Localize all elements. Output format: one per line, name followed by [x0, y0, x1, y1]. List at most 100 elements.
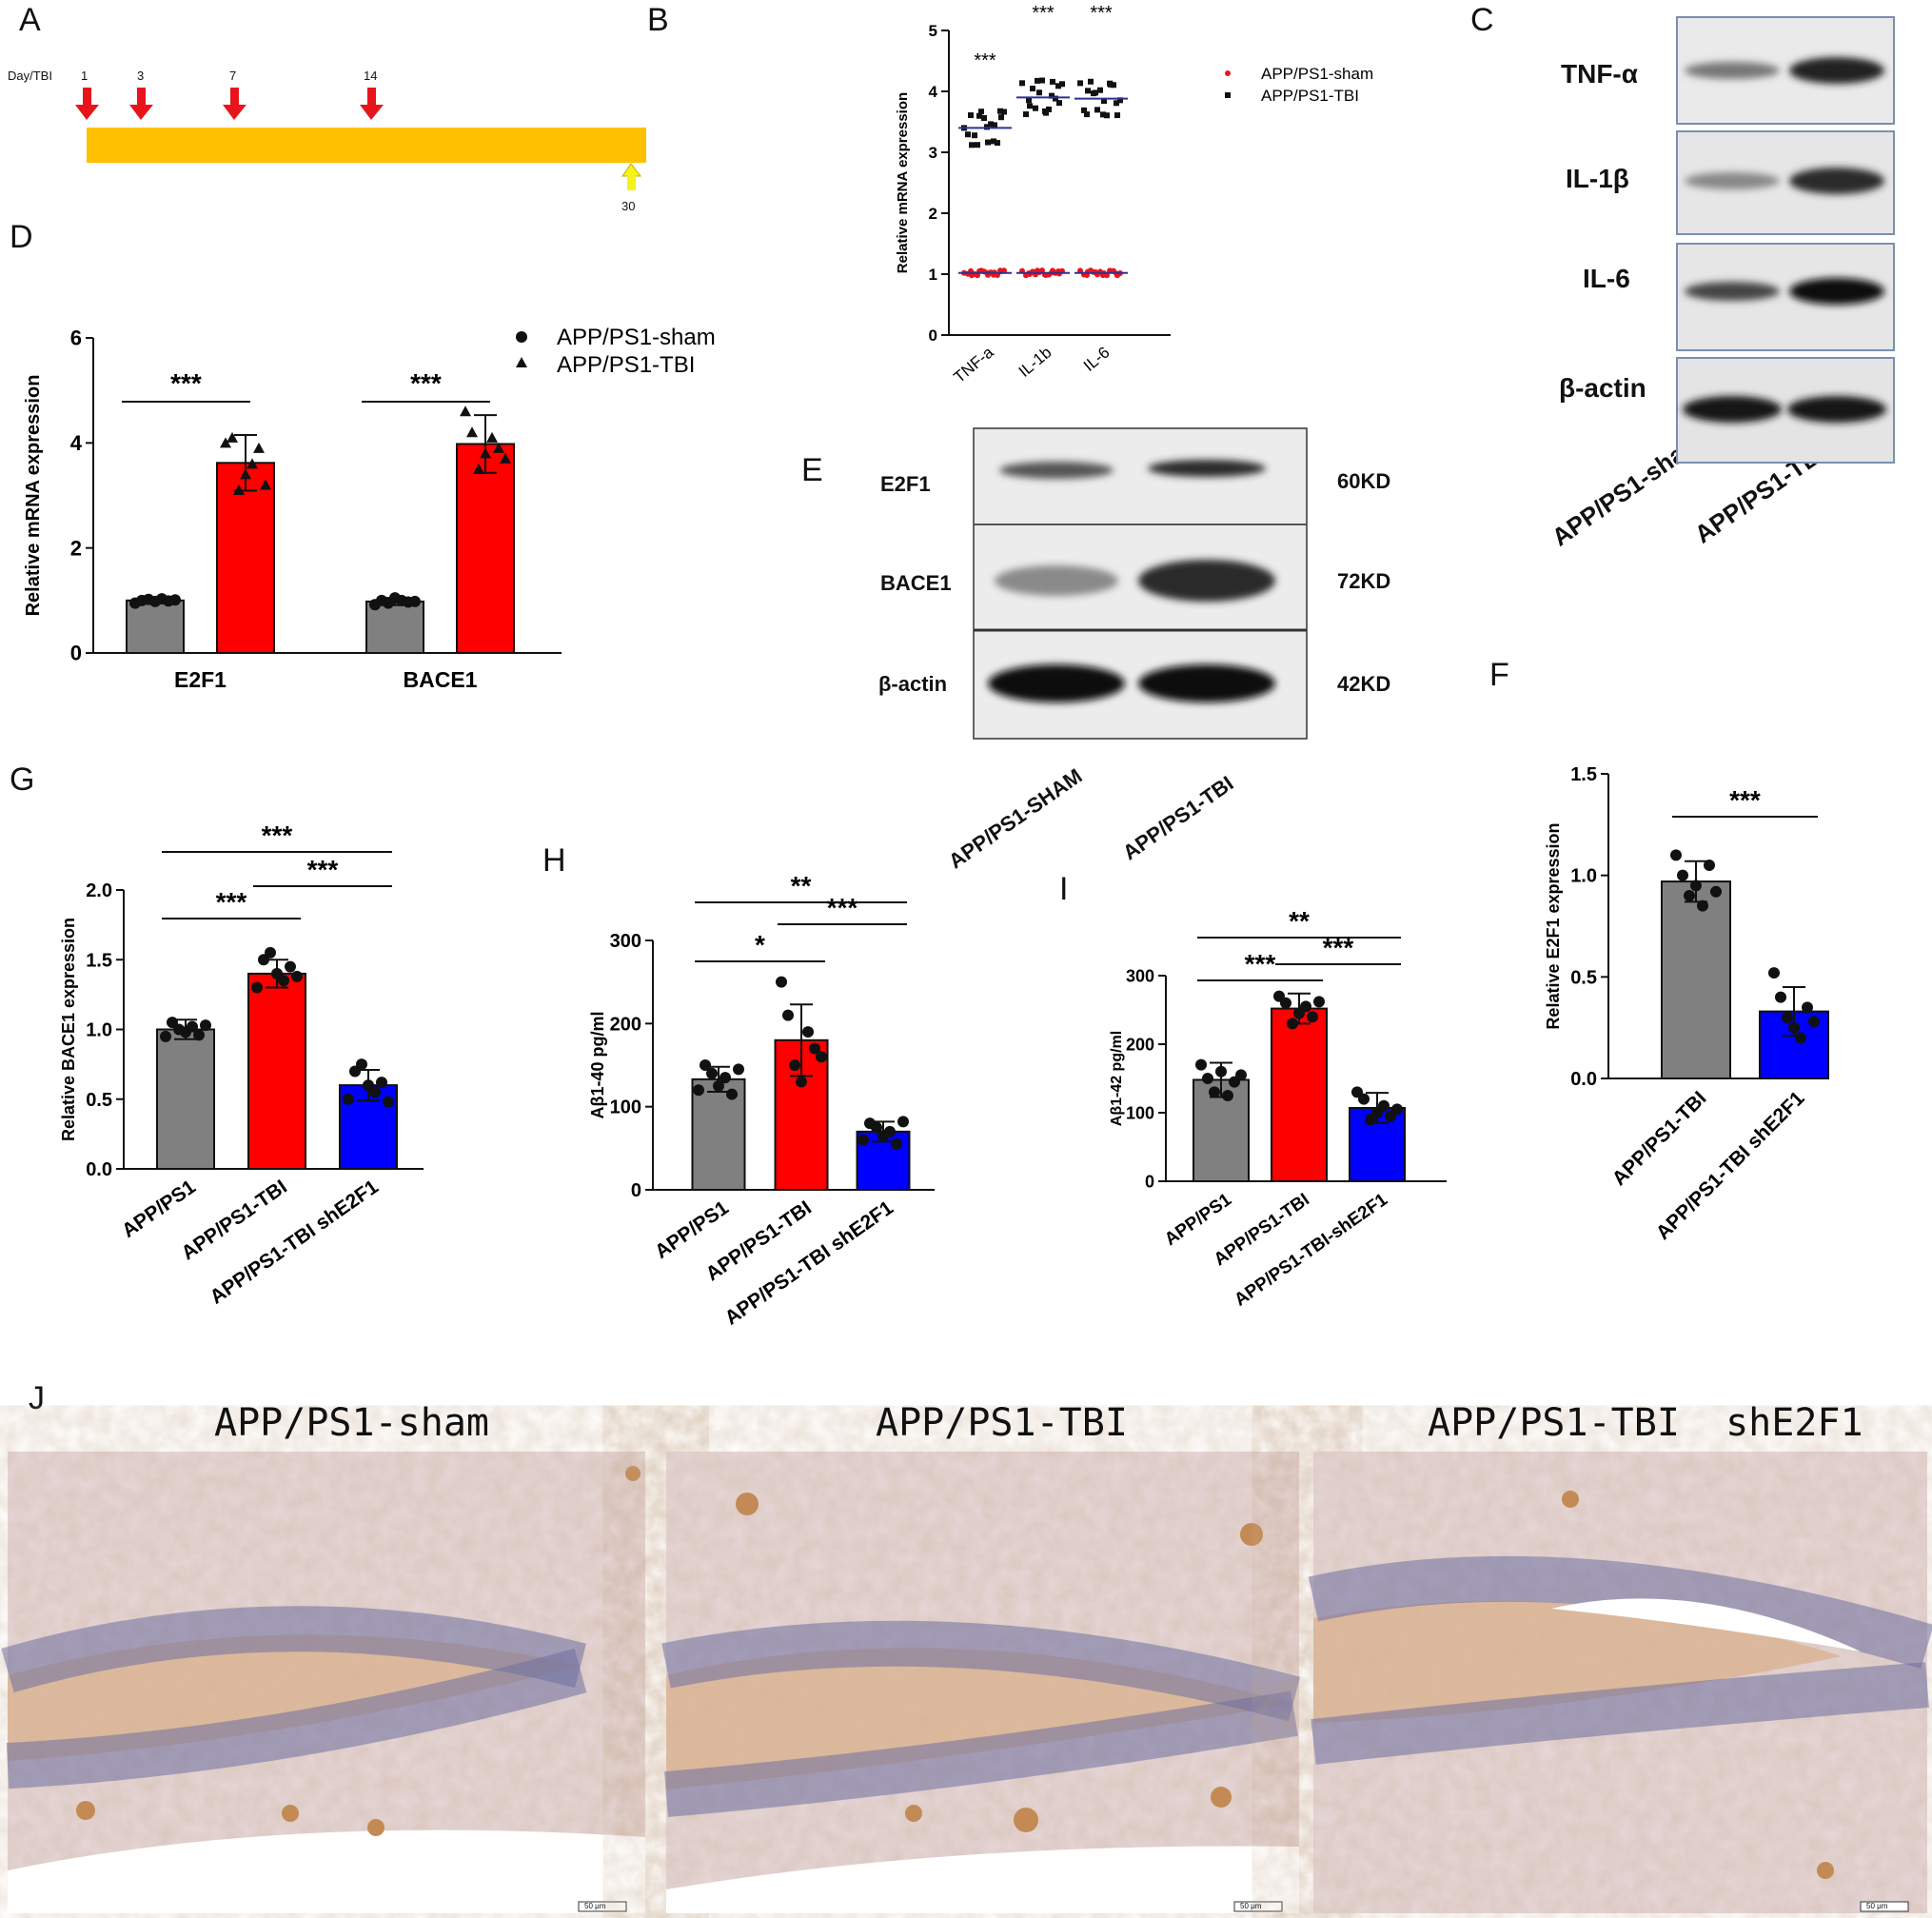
timeline-day-1: 1 — [81, 69, 89, 83]
chart-b-point-tbi — [1117, 97, 1123, 104]
chart-b-legend-marker-tbi — [1225, 92, 1231, 98]
histology-title-tbi: APP/PS1-TBI — [876, 1401, 1128, 1445]
blot-c-label-il1b: IL-1β — [1566, 164, 1629, 193]
chart-d-significance-label: *** — [170, 368, 202, 398]
chart-h-data-point — [809, 1042, 820, 1055]
chart-g-y-tick-label: 2.0 — [86, 880, 112, 901]
chart-f: 0.0 0.5 1.0 1.5 Relative E2F1 expression APP/… — [1544, 764, 1829, 1244]
panel-letter-i: I — [1059, 871, 1069, 907]
chart-i-x-tick-label: APP/PS1-TBI-shE2F1 — [1231, 1190, 1391, 1311]
chart-d-legend-marker-sham — [516, 331, 527, 343]
chart-g-x-tick-label: APP/PS1-TBI shE2F1 — [207, 1176, 384, 1309]
chart-b-point-tbi — [975, 142, 980, 148]
timeline-arrow-day30 — [621, 163, 642, 190]
chart-g-data-point — [278, 975, 289, 987]
chart-g-bar — [247, 972, 306, 1171]
blot-e-band-actin-sham — [988, 664, 1125, 702]
chart-b-x-tick-label: IL-1b — [1015, 344, 1055, 381]
blot-c-band-actin-sham — [1683, 396, 1782, 423]
blot-e-band-bace1-tbi — [1138, 560, 1275, 602]
chart-h-data-point — [693, 1084, 704, 1097]
timeline-day-3: 3 — [137, 69, 145, 83]
panel-letter-d: D — [10, 219, 33, 255]
chart-b-point-tbi — [1053, 95, 1058, 102]
chart-b-significance-label: *** — [1090, 3, 1113, 24]
chart-b-y-tick-label: 4 — [929, 83, 938, 101]
chart-i-data-point — [1300, 1000, 1311, 1013]
chart-g-significance-label: *** — [216, 887, 247, 917]
chart-f-data-point — [1802, 1001, 1813, 1014]
chart-h-y-tick-label: 100 — [610, 1097, 641, 1118]
chart-i-data-point — [1209, 1086, 1220, 1098]
timeline-arrow-day1 — [75, 88, 99, 120]
chart-b-significance-label: *** — [1032, 3, 1055, 24]
chart-b-point-tbi — [968, 112, 974, 119]
chart-b-point-tbi — [988, 121, 994, 128]
chart-b-point-tbi — [1107, 80, 1113, 87]
chart-g-significance-label: *** — [262, 821, 293, 850]
chart-f-data-point — [1710, 885, 1722, 898]
chart-h-x-tick-label: APP/PS1 — [651, 1196, 733, 1263]
chart-i-data-point — [1222, 1090, 1233, 1101]
chart-b-point-tbi — [1042, 108, 1048, 114]
chart-b-y-axis-label: Relative mRNA expression — [895, 92, 911, 273]
chart-b-point-tbi — [1023, 111, 1029, 118]
chart-d-bar — [456, 443, 515, 655]
chart-b-point-tbi — [992, 122, 997, 129]
chart-b-point-tbi — [985, 139, 991, 146]
chart-i-bar — [1271, 1007, 1328, 1183]
chart-d-legend-label-sham: APP/PS1-sham — [557, 325, 716, 350]
chart-b-point-tbi — [1036, 89, 1042, 96]
chart-f-data-point — [1690, 880, 1702, 892]
chart-h-data-point — [816, 1051, 827, 1063]
chart-f-data-point — [1795, 1032, 1806, 1044]
chart-b-point-tbi — [1050, 78, 1055, 85]
blot-c-band-tnf-tbi — [1789, 57, 1884, 84]
chart-h-data-point — [897, 1116, 909, 1128]
chart-b-legend-marker-sham — [1225, 70, 1231, 76]
blot-c-band-il1b-tbi — [1789, 168, 1884, 194]
chart-b-point-tbi — [1104, 112, 1110, 119]
chart-b-point-tbi — [1114, 100, 1119, 107]
chart-d-data-point — [466, 426, 478, 438]
blot-e-band-e2f1-tbi — [1148, 460, 1266, 477]
chart-h-y-axis-label: Aβ1-40 pg/ml — [588, 1011, 607, 1118]
chart-b-point-tbi — [1114, 112, 1120, 119]
chart-d-data-point — [473, 463, 484, 474]
chart-d-y-tick-label: 2 — [70, 536, 82, 560]
chart-d-y-tick-label: 0 — [70, 642, 82, 665]
panel-letter-f: F — [1489, 657, 1509, 693]
timeline-day-14: 14 — [364, 69, 378, 83]
histology-title-she2f1: APP/PS1-TBI shE2F1 — [1428, 1401, 1863, 1445]
chart-i-significance-label: ** — [1289, 906, 1310, 936]
chart-g-data-point — [356, 1058, 367, 1071]
histology-image-sham — [1, 1452, 645, 1913]
timeline-arrow-day7 — [223, 88, 246, 120]
chart-f-data-point — [1704, 860, 1715, 871]
chart-d-significance-label: *** — [410, 368, 442, 398]
panel-letter-e: E — [801, 452, 823, 488]
chart-h-data-point — [891, 1137, 902, 1150]
chart-g-significance-label: *** — [307, 855, 339, 884]
chart-g-data-point — [187, 1020, 198, 1033]
chart-i-data-point — [1307, 1011, 1318, 1023]
chart-b-point-tbi — [1019, 80, 1025, 87]
chart-h-data-point — [789, 1059, 800, 1071]
chart-g-y-tick-label: 0.5 — [86, 1090, 112, 1111]
chart-d-data-point — [460, 405, 471, 417]
blot-e-label-bace1: BACE1 — [880, 571, 952, 595]
chart-b-point-tbi — [997, 108, 1003, 114]
chart-f-data-point — [1684, 890, 1695, 901]
chart-d-data-point — [409, 595, 421, 607]
chart-h-data-point — [858, 1134, 869, 1146]
chart-b-point-tbi — [1097, 87, 1103, 93]
blot-e-size-42: 42KD — [1337, 672, 1391, 696]
chart-h-data-point — [700, 1059, 711, 1071]
chart-b-legend-label-sham: APP/PS1-sham — [1261, 65, 1373, 83]
chart-g-data-point — [265, 946, 276, 959]
chart-f-data-point — [1782, 1012, 1793, 1023]
chart-i-x-tick-label: APP/PS1 — [1161, 1190, 1235, 1250]
timeline-day-label: Day/TBI — [8, 69, 52, 83]
chart-d-legend-marker-tbi — [516, 357, 527, 367]
timeline — [75, 88, 646, 190]
